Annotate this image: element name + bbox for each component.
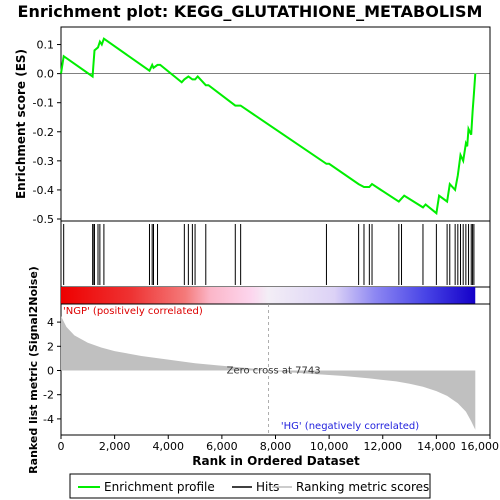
es-ytick-label: 0.1 bbox=[37, 39, 55, 52]
xtick-label: 2,000 bbox=[99, 440, 131, 453]
es-axis-label: Enrichment score (ES) bbox=[14, 49, 28, 199]
es-ytick-label: -0.5 bbox=[33, 213, 54, 226]
legend-frame bbox=[69, 473, 431, 499]
rank-panel: Zero cross at 7743 'NGP' (positively cor… bbox=[43, 303, 500, 453]
enrichment-profile-line bbox=[60, 37, 477, 216]
es-ytick-label: -0.1 bbox=[33, 97, 54, 110]
colorbar-panel bbox=[60, 286, 491, 305]
rank-ytick-label: 2 bbox=[47, 340, 54, 353]
xtick-label: 0 bbox=[58, 440, 65, 453]
positive-label: 'NGP' (positively correlated) bbox=[63, 306, 203, 317]
es-plot-frame bbox=[60, 26, 491, 222]
rank-ytick-label: -4 bbox=[43, 413, 54, 426]
legend: Enrichment profile Hits Ranking metric s… bbox=[69, 473, 431, 499]
legend-label-hits: Hits bbox=[256, 480, 279, 494]
rank-ytick-label: 0 bbox=[47, 365, 54, 378]
xtick-label: 4,000 bbox=[153, 440, 185, 453]
x-axis-label: Rank in Ordered Dataset bbox=[192, 454, 360, 468]
xtick-label: 12,000 bbox=[364, 440, 403, 453]
xtick-label: 10,000 bbox=[310, 440, 349, 453]
hits-frame bbox=[60, 220, 491, 288]
es-ytick-label: -0.4 bbox=[33, 184, 54, 197]
xtick-label: 6,000 bbox=[206, 440, 238, 453]
xtick-label: 8,000 bbox=[260, 440, 292, 453]
xtick-label: 14,000 bbox=[417, 440, 456, 453]
rank-ytick-label: 4 bbox=[47, 316, 54, 329]
rank-axis-label: Ranked list metric (Signal2Noise) bbox=[27, 266, 40, 474]
es-ytick-label: -0.3 bbox=[33, 155, 54, 168]
rank-ytick-label: -2 bbox=[43, 389, 54, 402]
zero-cross-label: Zero cross at 7743 bbox=[227, 366, 321, 377]
chart-title: Enrichment plot: KEGG_GLUTATHIONE_METABO… bbox=[18, 2, 483, 21]
legend-label-metric: Ranking metric scores bbox=[296, 480, 429, 494]
legend-label-profile: Enrichment profile bbox=[104, 480, 215, 494]
ranking-metric-area bbox=[61, 316, 476, 430]
negative-label: 'HG' (negatively correlated) bbox=[281, 421, 419, 432]
es-panel: 0.1 0.0 -0.1 -0.2 -0.3 -0.4 -0.5 bbox=[33, 26, 491, 226]
es-ytick-label: -0.2 bbox=[33, 126, 54, 139]
xtick-label: 16,000 bbox=[461, 440, 500, 453]
hits-panel bbox=[60, 220, 491, 288]
ranking-colorbar bbox=[61, 287, 476, 304]
es-ytick-label: 0.0 bbox=[37, 68, 55, 81]
